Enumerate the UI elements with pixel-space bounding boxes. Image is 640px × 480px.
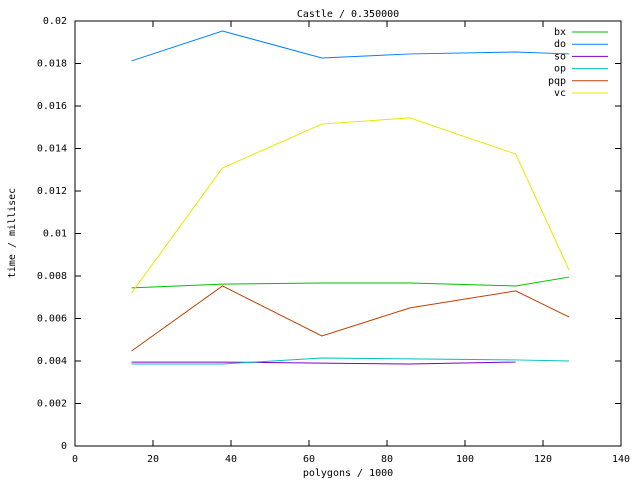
legend-label: pqp (548, 76, 566, 87)
series-line (131, 361, 516, 365)
y-tick-label: 0.012 (37, 186, 67, 197)
series-line (131, 276, 570, 289)
y-tick-label: 0.008 (37, 271, 67, 282)
y-tick-label: 0 (61, 441, 67, 452)
y-tick-label: 0.02 (43, 16, 67, 27)
legend-label: vc (554, 88, 566, 99)
x-tick-label: 140 (612, 454, 630, 465)
y-tick-label: 0.006 (37, 314, 67, 325)
y-tick-label: 0.002 (37, 399, 67, 410)
plot-frame (74, 20, 622, 447)
series-line (131, 357, 570, 365)
y-axis-label: time / millisec (7, 188, 18, 278)
chart-title: Castle / 0.350000 (297, 9, 399, 20)
y-tick-label: 0.01 (43, 229, 67, 240)
x-tick-label: 80 (381, 454, 393, 465)
x-tick-label: 120 (534, 454, 552, 465)
series-line (131, 285, 570, 352)
x-axis-label: polygons / 1000 (303, 468, 393, 479)
legend-label: do (554, 39, 566, 50)
series-line (131, 117, 570, 294)
legend-label: so (554, 51, 566, 62)
x-tick-label: 20 (147, 454, 159, 465)
legend-label: op (554, 64, 566, 75)
y-tick-label: 0.014 (37, 144, 67, 155)
y-tick-label: 0.018 (37, 59, 67, 70)
x-tick-label: 60 (303, 454, 315, 465)
x-tick-label: 100 (456, 454, 474, 465)
series-line (131, 30, 570, 62)
x-tick-label: 40 (225, 454, 237, 465)
y-tick-label: 0.004 (37, 356, 67, 367)
y-tick-label: 0.016 (37, 101, 67, 112)
legend-label: bx (554, 27, 566, 38)
x-tick-label: 0 (72, 454, 78, 465)
